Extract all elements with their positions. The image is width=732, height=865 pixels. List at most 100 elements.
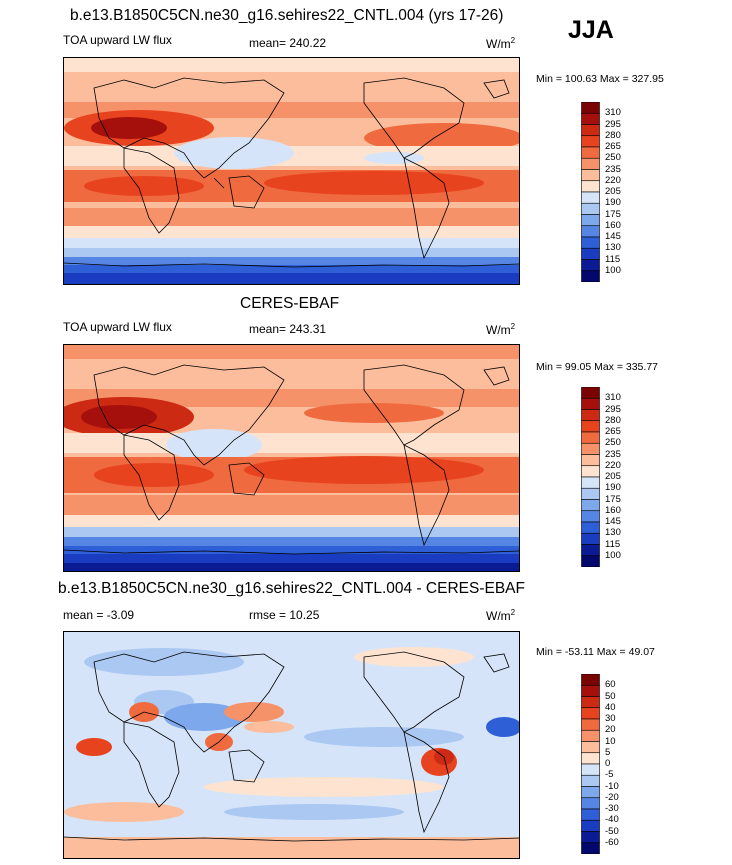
colorbar-tick-label: 100 (605, 549, 621, 561)
colorbar-swatch (581, 521, 600, 534)
colorbar-swatch (581, 454, 600, 467)
colorbar-tick-label: 160 (605, 504, 621, 516)
colorbar-swatch (581, 157, 600, 170)
colorbar-tick-label: -30 (605, 803, 619, 814)
colorbar-swatch (581, 247, 600, 260)
panel-1-variable: TOA upward LW flux (63, 33, 172, 47)
colorbar-tick-label: 20 (605, 724, 616, 736)
colorbar-swatch (581, 673, 600, 686)
colorbar-tick-label: 0 (605, 758, 611, 769)
colorbar-tick-label: 5 (605, 746, 611, 758)
colorbar-tick-label: 60 (605, 679, 616, 691)
colorbar-swatch (581, 729, 600, 742)
colorbar-swatch (581, 191, 600, 204)
colorbar-tick-label: 235 (605, 448, 621, 460)
colorbar-swatch (581, 718, 600, 731)
colorbar-swatch (581, 442, 600, 455)
colorbar-tick-label: -20 (605, 791, 619, 803)
colorbar-swatch (581, 499, 600, 512)
colorbar-tick-label: 175 (605, 493, 621, 505)
colorbar-swatch (581, 487, 600, 500)
colorbar-tick-label: 190 (605, 482, 621, 494)
colorbar-tick-label: 265 (605, 426, 621, 437)
colorbar-swatch (581, 259, 600, 272)
colorbar-tick-label: 100 (605, 264, 621, 276)
colorbar-tick-label: 130 (605, 527, 621, 539)
colorbar-tick-label: 40 (605, 701, 616, 713)
colorbar-swatch (581, 555, 600, 568)
panel-3-colorbar (581, 673, 600, 855)
colorbar-swatch (581, 101, 600, 114)
colorbar-tick-label: 115 (605, 253, 621, 265)
colorbar-tick-label: 205 (605, 471, 621, 482)
colorbar-swatch (581, 397, 600, 410)
colorbar-tick-label: 190 (605, 197, 621, 209)
colorbar-tick-label: 280 (605, 129, 621, 141)
colorbar-tick-label: -5 (605, 769, 614, 781)
colorbar-swatch (581, 544, 600, 557)
colorbar-swatch (581, 774, 600, 787)
colorbar-tick-label: 265 (605, 141, 621, 152)
colorbar-swatch (581, 786, 600, 799)
colorbar-swatch (581, 112, 600, 125)
colorbar-tick-label: 310 (605, 107, 621, 119)
colorbar-tick-label: 295 (605, 403, 621, 415)
colorbar-tick-label: 235 (605, 163, 621, 175)
panel-1-map (63, 57, 520, 285)
colorbar-swatch (581, 741, 600, 754)
colorbar-tick-label: 295 (605, 118, 621, 130)
panel-3-units: W/m2 (486, 608, 516, 623)
colorbar-swatch (581, 214, 600, 227)
colorbar-tick-label: 50 (605, 690, 616, 702)
panel-1-mean: mean= 240.22 (249, 36, 327, 50)
panel-2-variable: TOA upward LW flux (63, 320, 172, 334)
colorbar-swatch (581, 169, 600, 182)
colorbar-tick-label: 310 (605, 392, 621, 404)
colorbar-swatch (581, 202, 600, 215)
panel-2-title: CERES-EBAF (240, 295, 340, 312)
colorbar-tick-label: -10 (605, 780, 619, 792)
panel-1-title: b.e13.B1850C5CN.ne30_g16.sehires22_CNTL.… (70, 7, 504, 24)
colorbar-tick-label: -40 (605, 814, 619, 826)
colorbar-tick-label: 30 (605, 713, 616, 724)
colorbar-swatch (581, 532, 600, 545)
colorbar-swatch (581, 797, 600, 810)
panel-3-minmax: Min = -53.11 Max = 49.07 (536, 646, 655, 658)
colorbar-tick-label: 250 (605, 437, 621, 449)
colorbar-tick-label: 220 (605, 459, 621, 471)
colorbar-swatch (581, 476, 600, 489)
colorbar-swatch (581, 819, 600, 832)
colorbar-tick-label: 115 (605, 538, 621, 550)
colorbar-tick-label: 205 (605, 186, 621, 197)
panel-2-colorbar (581, 386, 600, 568)
colorbar-swatch (581, 270, 600, 283)
colorbar-tick-label: 145 (605, 516, 621, 527)
panel-3-rmse: rmse = 10.25 (249, 608, 320, 622)
panel-1-colorbar (581, 101, 600, 283)
colorbar-swatch (581, 420, 600, 433)
colorbar-tick-label: -50 (605, 825, 619, 837)
colorbar-tick-label: 220 (605, 174, 621, 186)
panel-3-map (63, 631, 520, 859)
colorbar-swatch (581, 696, 600, 709)
colorbar-swatch (581, 236, 600, 249)
panel-2-minmax: Min = 99.05 Max = 335.77 (536, 361, 658, 373)
colorbar-swatch (581, 124, 600, 137)
colorbar-swatch (581, 465, 600, 478)
colorbar-swatch (581, 510, 600, 523)
colorbar-tick-label: 250 (605, 152, 621, 164)
colorbar-swatch (581, 180, 600, 193)
colorbar-tick-label: 280 (605, 414, 621, 426)
panel-1-minmax: Min = 100.63 Max = 327.95 (536, 73, 664, 85)
panel-1-units: W/m2 (486, 36, 516, 51)
colorbar-tick-label: 160 (605, 219, 621, 231)
colorbar-tick-label: 175 (605, 208, 621, 220)
colorbar-swatch (581, 752, 600, 765)
colorbar-swatch (581, 831, 600, 844)
colorbar-tick-label: -60 (605, 836, 619, 848)
colorbar-swatch (581, 135, 600, 148)
colorbar-swatch (581, 409, 600, 422)
colorbar-swatch (581, 842, 600, 855)
colorbar-tick-label: 130 (605, 242, 621, 254)
panel-2-map (63, 344, 520, 572)
